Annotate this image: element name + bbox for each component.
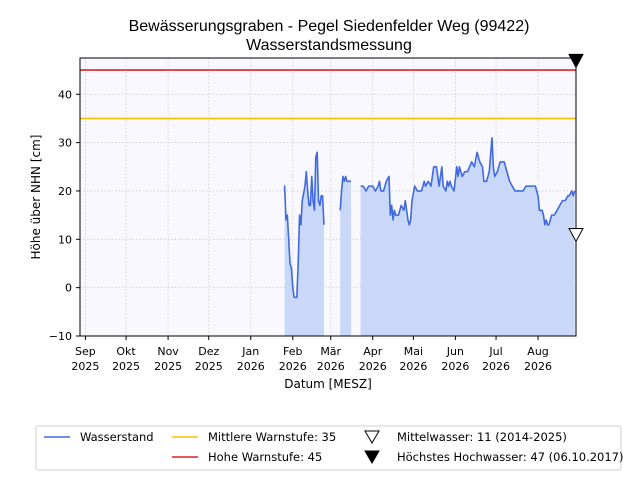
series-line-wasserstand: [339, 175, 352, 211]
x-tick-month: Mai: [404, 345, 423, 358]
series-area-wasserstand: [360, 137, 575, 336]
x-tick-month: Jul: [488, 345, 502, 358]
legend-label-mittlere-warnstufe: Mittlere Warnstufe: 35: [208, 430, 336, 444]
chart-subtitle: Wasserstandsmessung: [246, 37, 412, 54]
legend-filled-triangle-icon: [364, 450, 380, 464]
x-axis-label: Datum [MESZ]: [284, 377, 372, 391]
y-tick-label: 40: [58, 88, 72, 101]
legend-label-wasserstand: Wasserstand: [80, 430, 154, 444]
y-tick-label: −10: [49, 330, 72, 343]
x-tick-year: 2025: [71, 360, 99, 373]
x-tick-year: 2026: [317, 360, 345, 373]
x-tick-year: 2026: [237, 360, 265, 373]
x-tick-year: 2026: [359, 360, 387, 373]
x-tick-year: 2025: [154, 360, 182, 373]
x-tick-month: Okt: [116, 345, 136, 358]
legend-open-triangle-icon: [364, 430, 380, 444]
series-area-wasserstand: [284, 152, 324, 336]
plot-frame: [79, 57, 577, 337]
series-fill: [284, 137, 575, 336]
markers: [568, 53, 584, 243]
x-tick-month: Feb: [283, 345, 302, 358]
legend-label-hoechstes-hochwasser: Höchstes Hochwasser: 47 (06.10.2017): [397, 450, 624, 464]
y-tick-label: 10: [58, 233, 72, 246]
legend-label-hohe-warnstufe: Hohe Warnstufe: 45: [208, 450, 322, 464]
x-tick-month: Jun: [446, 345, 464, 358]
x-tick-month: Jan: [241, 345, 259, 358]
legend: Wasserstand Mittlere Warnstufe: 35 Mitte…: [35, 425, 624, 471]
legend-label-mittelwasser: Mittelwasser: 11 (2014-2025): [397, 430, 567, 444]
x-tick-year: 2026: [399, 360, 427, 373]
reference-lines: [80, 69, 576, 120]
mittelwasser-marker: [568, 227, 584, 243]
hoechstes-hochwasser-marker: [568, 53, 584, 69]
series-area-wasserstand: [340, 176, 352, 336]
x-tick-year: 2026: [524, 360, 552, 373]
x-axis-ticks: Sep 2025 Okt 2025 Nov 2025 Dez 2025 Jan 2026 Feb 20…: [71, 336, 552, 373]
x-tick-year: 2026: [441, 360, 469, 373]
x-tick-year: 2025: [112, 360, 140, 373]
x-tick-month: Apr: [363, 345, 383, 358]
x-tick-month: Aug: [527, 345, 548, 358]
x-tick-month: Dez: [198, 345, 219, 358]
y-axis-label: Höhe über NHN [cm]: [29, 135, 43, 260]
x-tick-month: Nov: [157, 345, 179, 358]
x-tick-year: 2026: [482, 360, 510, 373]
series-line-wasserstand: [283, 151, 325, 299]
series-lines: [283, 136, 576, 299]
y-axis-ticks: −10 0 10 20 30 40: [49, 88, 80, 343]
x-tick-month: Sep: [75, 345, 96, 358]
x-tick-year: 2026: [279, 360, 307, 373]
y-tick-label: 0: [65, 282, 72, 295]
x-tick-month: Mär: [320, 345, 341, 358]
y-tick-label: 20: [58, 185, 72, 198]
chart-title: Bewässerungsgraben - Pegel Siedenfelder …: [129, 18, 530, 35]
x-tick-year: 2025: [195, 360, 223, 373]
y-tick-label: 30: [58, 137, 72, 150]
series-line-wasserstand: [360, 136, 576, 226]
